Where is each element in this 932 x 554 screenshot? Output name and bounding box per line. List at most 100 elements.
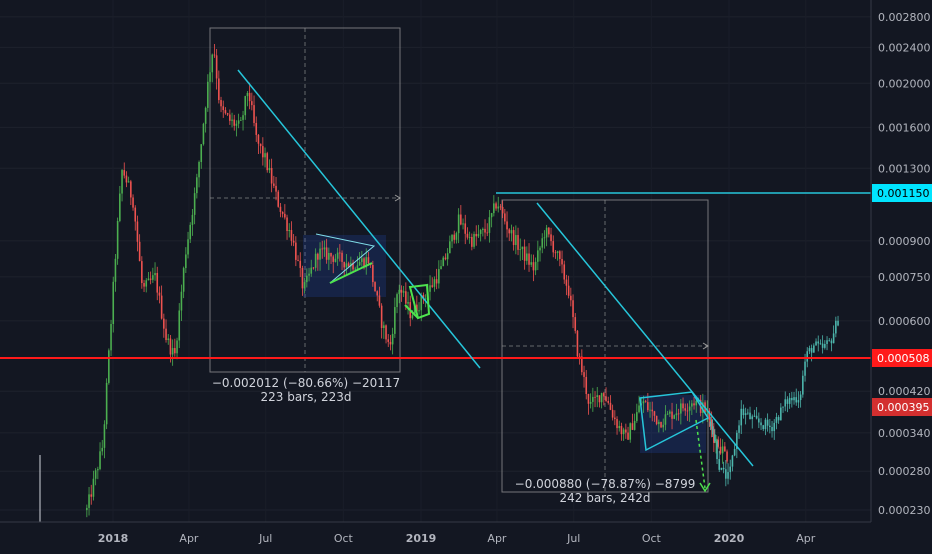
projection-candle [784,399,787,407]
time-tick-label: 2020 [714,532,745,545]
candle [475,233,478,237]
candle [237,120,240,124]
candle [354,268,357,270]
candle [330,253,332,257]
candle [92,478,95,497]
candle [677,413,680,415]
candle [598,395,601,403]
time-tick-label: Oct [642,532,662,545]
projection-candle [802,375,804,395]
projection-candle [738,425,740,433]
candle [702,402,704,413]
candle [314,253,317,268]
pattern-support-1[interactable] [329,262,373,284]
candle [510,230,513,234]
candle [213,54,216,56]
candle [600,393,603,403]
projection-candle [806,351,809,362]
candle [420,294,423,311]
candle [466,233,469,238]
projected-drop-arrow[interactable] [699,482,711,493]
support-price-label: 0.000508 [877,352,930,365]
candle [686,410,689,412]
candle [308,273,310,276]
candle [165,328,167,341]
projection-candle [804,361,806,376]
wedge-pattern-2[interactable] [639,391,710,452]
price-tick-label: 0.000600 [878,315,931,328]
candle [125,175,128,183]
candle [134,207,137,222]
projection-candle [771,426,773,432]
candle [438,269,440,284]
candle [710,419,713,430]
candle [347,263,350,267]
time-tick-label: Oct [334,532,354,545]
candle [306,275,308,283]
candle [413,304,416,316]
measure-box-2-arrow [702,342,709,350]
resistance-price-label: 0.001150 [877,187,930,200]
candle [343,261,346,268]
candle [488,217,491,233]
candle [418,310,420,312]
candle [257,134,260,144]
candle [589,401,592,404]
projection-candle [766,419,769,426]
candle [143,283,145,287]
candle [444,257,447,260]
time-tick-label: Jul [566,532,580,545]
candle [196,177,198,194]
time-tick-label: Apr [179,532,199,545]
flag-pattern-leg[interactable] [404,304,419,319]
candle [660,421,662,428]
candle [398,289,401,295]
flag-pattern[interactable] [408,283,431,320]
candle [312,267,315,269]
candle [609,402,612,410]
annotation-layer: −0.002012 (−80.66%) −20117 223 bars, 223… [212,376,696,505]
candle [149,278,152,280]
candle [457,214,460,234]
projection-candle [747,412,749,414]
candle [103,424,106,448]
candle [501,206,504,214]
candle [523,246,526,261]
projection-candle [714,434,716,442]
candle [295,242,297,260]
downtrend-line-1[interactable] [237,69,481,369]
candle [655,415,658,425]
drawings-layer[interactable] [0,69,871,522]
candle [97,469,99,471]
candle [268,167,271,171]
price-tick-label: 0.001300 [878,162,931,175]
candle [543,237,546,239]
current-price-label: 0.000395 [877,401,930,414]
projection-candle [720,467,723,470]
candle [396,294,398,308]
projection-candle [740,408,743,426]
price-axis[interactable]: 0.002800 0.002400 0.002000 0.001600 0.001300… [878,11,931,517]
candle [339,252,341,254]
candle [534,261,537,271]
projection-candle [755,415,758,419]
price-tick-label: 0.000340 [878,427,931,440]
candle [424,298,427,300]
projection-candle [828,340,831,342]
candle [101,447,104,452]
candle [207,81,209,108]
candle [664,414,667,425]
downtrend-line-2[interactable] [536,202,754,467]
candle [607,401,610,403]
triangle-pattern-1[interactable] [315,233,376,284]
candle [479,230,482,234]
candle [220,100,222,107]
time-axis[interactable]: 2018 Apr Jul Oct 2019 Apr Jul Oct 2020 Apr [98,532,816,545]
candle [387,339,390,342]
projection-candle [786,399,789,404]
candle [642,401,645,404]
candle [88,494,90,508]
candle [363,258,365,268]
